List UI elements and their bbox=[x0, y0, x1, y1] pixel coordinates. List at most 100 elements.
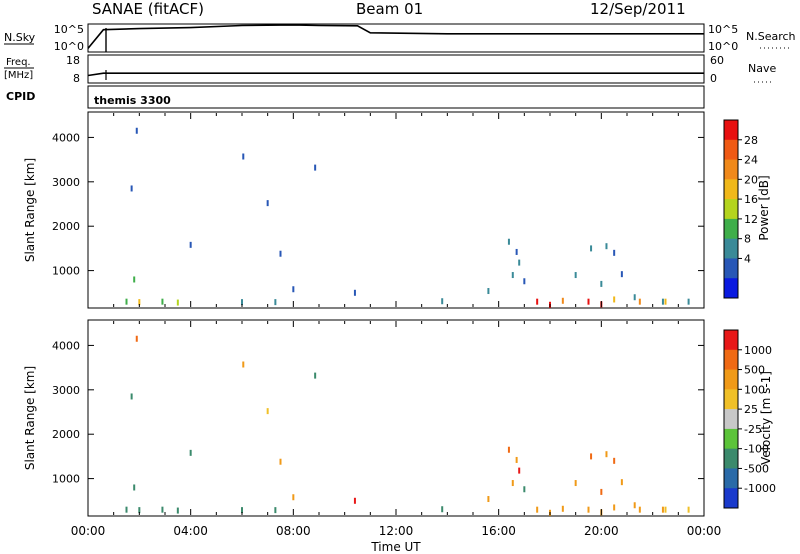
velocity-data-point bbox=[133, 484, 136, 491]
velocity-colorbar-swatch bbox=[724, 448, 738, 469]
velocity-data-point bbox=[507, 446, 510, 453]
power-data-point bbox=[241, 299, 243, 306]
velocity-data-point bbox=[536, 506, 539, 513]
velocity-colorbar-frame bbox=[723, 329, 739, 509]
power-colorbar-swatch bbox=[724, 199, 738, 220]
velocity-frame bbox=[87, 319, 705, 517]
x-axis-tick-label: 08:00 bbox=[276, 524, 311, 538]
velocity-ytick-label: 1000 bbox=[52, 473, 80, 486]
freq-tick-bottom: 8 bbox=[73, 72, 80, 85]
velocity-colorbar-tick-label: -1000 bbox=[744, 482, 776, 495]
power-colorbar-tick-label: 8 bbox=[744, 233, 751, 246]
velocity-data-point bbox=[613, 457, 616, 464]
power-colorbar-swatch bbox=[724, 218, 738, 240]
velocity-data-point bbox=[561, 505, 564, 512]
velocity-xticks bbox=[87, 321, 705, 515]
beam-title: Beam 01 bbox=[356, 0, 423, 18]
velocity-data-point bbox=[189, 449, 192, 456]
power-data-point bbox=[125, 298, 128, 305]
velocity-ylabel: Slant Range [km] bbox=[23, 366, 37, 470]
velocity-colorbar-swatch bbox=[724, 349, 738, 371]
velocity-colorbar-tick-label: 25 bbox=[744, 403, 758, 416]
nave-tick-top: 60 bbox=[710, 54, 724, 67]
velocity-data-point bbox=[687, 506, 690, 513]
power-colorbar-swatch bbox=[724, 120, 738, 141]
power-colorbar-swatch bbox=[724, 159, 738, 180]
power-data-point bbox=[511, 272, 514, 279]
velocity-data-point bbox=[518, 467, 521, 474]
nave-label: Nave bbox=[748, 62, 776, 75]
velocity-data-point bbox=[487, 496, 490, 503]
velocity-data-point bbox=[638, 506, 641, 513]
power-data-point bbox=[138, 299, 141, 306]
velocity-ytick-label: 2000 bbox=[52, 428, 80, 441]
power-data-point bbox=[620, 271, 623, 278]
power-ylabel: Slant Range [km] bbox=[23, 158, 37, 262]
velocity-data-point bbox=[590, 453, 593, 460]
velocity-colorbar-swatch bbox=[724, 389, 738, 410]
power-colorbar-tick-label: 16 bbox=[744, 193, 758, 206]
power-data-point bbox=[638, 298, 641, 305]
nsearch-tick-bottom: 10^0 bbox=[708, 40, 738, 53]
power-yticks: 4000 3000 2000 1000 bbox=[52, 131, 704, 278]
velocity-colorbar-label: Velocity [m s-1] bbox=[759, 371, 773, 465]
power-data-point bbox=[133, 276, 136, 283]
nsky-panel: N.Sky 10^5 10^0 10^5 10^0 N.Search bbox=[4, 23, 796, 53]
velocity-data-point bbox=[314, 372, 317, 379]
power-data-point bbox=[487, 288, 490, 295]
power-panel: Slant Range [km] 4000 3000 2000 1000 bbox=[23, 111, 705, 309]
velocity-colorbar-swatches bbox=[724, 330, 738, 509]
power-data-point bbox=[664, 298, 667, 305]
power-colorbar-ticks: 28 24 20 16 12 8 4 bbox=[738, 134, 758, 265]
velocity-data-point bbox=[130, 393, 133, 400]
power-data-point bbox=[518, 259, 521, 266]
x-axis-tick-label: 12:00 bbox=[379, 524, 414, 538]
x-axis-tick-label: 00:00 bbox=[687, 524, 722, 538]
velocity-yticks: 4000 3000 2000 1000 bbox=[52, 339, 704, 486]
velocity-colorbar-ticks: 1000 500 100 25 -25 -100 -500 -1000 bbox=[738, 344, 776, 495]
power-xticks bbox=[87, 113, 705, 307]
velocity-data-point bbox=[661, 506, 664, 513]
power-ytick-label: 2000 bbox=[52, 220, 80, 233]
power-data-point bbox=[135, 127, 138, 134]
cpid-row: CPID themis 3300 bbox=[6, 85, 705, 109]
velocity-colorbar-tick-label: 1000 bbox=[744, 344, 772, 357]
power-data-point bbox=[536, 298, 539, 305]
velocity-colorbar-swatch bbox=[724, 409, 738, 430]
power-data-point bbox=[292, 286, 295, 293]
nsky-series-line bbox=[87, 24, 704, 49]
power-ytick-label: 1000 bbox=[52, 265, 80, 278]
velocity-data-point bbox=[161, 506, 164, 513]
power-data-point bbox=[605, 243, 608, 250]
power-colorbar-swatch bbox=[724, 238, 738, 259]
freq-series-line bbox=[87, 72, 704, 77]
velocity-colorbar-tick-label: -100 bbox=[744, 443, 769, 456]
x-axis-tick-label: 16:00 bbox=[481, 524, 516, 538]
power-data-point bbox=[353, 289, 356, 296]
velocity-colorbar-swatch bbox=[724, 428, 738, 450]
freq-panel: Freq. [MHz] 18 8 60 0 Nave bbox=[4, 54, 776, 85]
power-colorbar-tick-label: 4 bbox=[744, 252, 751, 265]
power-colorbar-frame bbox=[723, 119, 739, 299]
velocity-data-point bbox=[511, 480, 514, 487]
velocity-data-point bbox=[135, 335, 138, 342]
velocity-data-point bbox=[274, 507, 277, 514]
power-colorbar-tick-label: 28 bbox=[744, 134, 758, 147]
x-axis-tick-label: 00:00 bbox=[71, 524, 106, 538]
velocity-colorbar-swatch bbox=[724, 369, 738, 390]
power-data-point bbox=[590, 245, 593, 252]
power-data-point bbox=[441, 298, 444, 305]
velocity-colorbar-tick-label: 100 bbox=[744, 383, 765, 396]
x-axis-label: Time UT bbox=[370, 540, 421, 554]
power-data-point bbox=[161, 298, 164, 305]
station-title: SANAE (fitACF) bbox=[92, 0, 204, 18]
velocity-data-point bbox=[664, 506, 667, 513]
power-ytick-label: 3000 bbox=[52, 176, 80, 189]
velocity-data-point bbox=[266, 408, 269, 415]
nsearch-tick-top: 10^5 bbox=[708, 23, 738, 36]
power-colorbar-tick-label: 12 bbox=[744, 213, 758, 226]
nsky-label: N.Sky bbox=[4, 31, 36, 44]
velocity-data-point bbox=[574, 480, 577, 487]
velocity-points bbox=[125, 335, 690, 516]
